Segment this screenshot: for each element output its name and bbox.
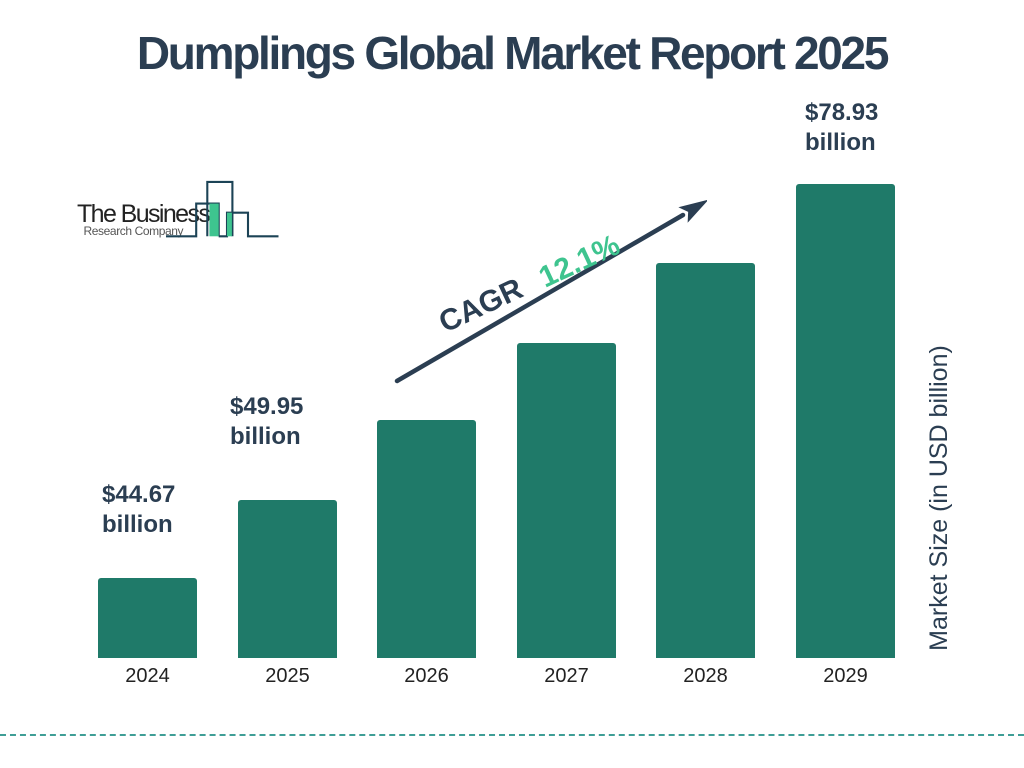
svg-text:CAGR: CAGR [434,272,528,339]
svg-text:12.1%: 12.1% [534,228,625,294]
